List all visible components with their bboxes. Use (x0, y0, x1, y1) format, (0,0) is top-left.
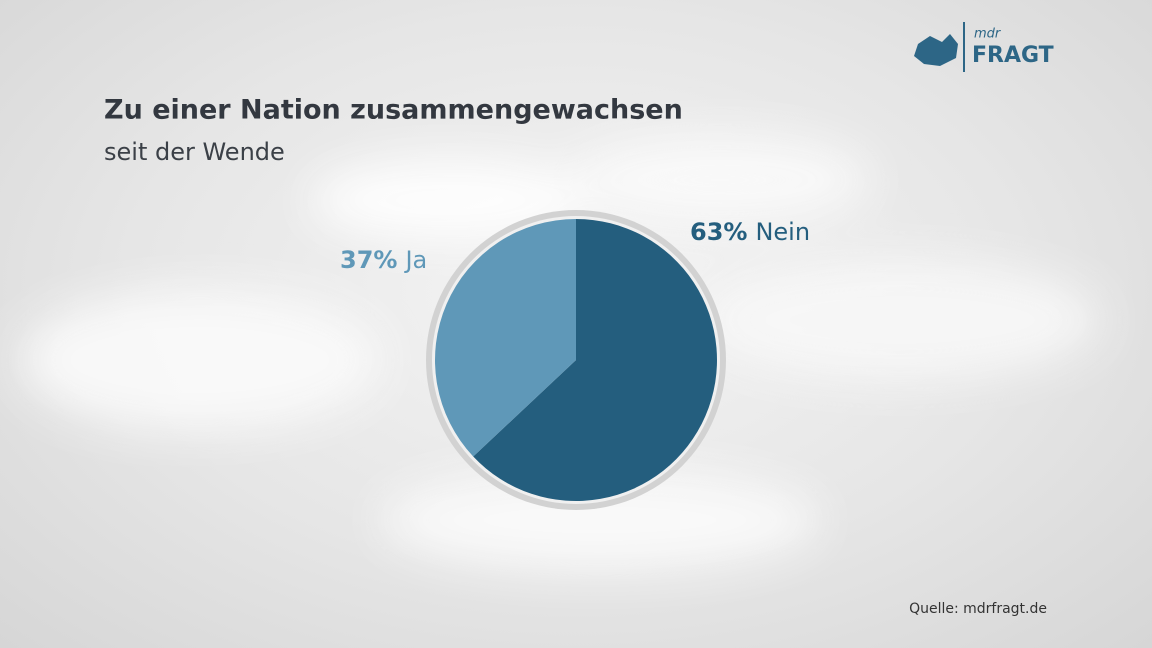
slice-label: 37% Ja (340, 246, 427, 274)
logo-brand: mdr (974, 27, 1002, 42)
logo-name: FRAGT (972, 43, 1054, 68)
chart-subtitle: seit der Wende (104, 138, 285, 166)
logo-icon (914, 34, 958, 66)
slice-value-label: 63% (690, 218, 747, 246)
slice-category-label: Ja (403, 246, 427, 274)
slice-category-label: Nein (755, 218, 810, 246)
slice-value-label: 37% (340, 246, 397, 274)
background-shapes (20, 135, 1100, 570)
slice-label: 63% Nein (690, 218, 810, 246)
source: Quelle: mdrfragt.de (909, 601, 1047, 617)
pie-slice (473, 219, 717, 501)
chart-title: Zu einer Nation zusammengewachsen (104, 95, 683, 126)
logo: mdr FRAGT (914, 22, 1054, 72)
pie-slice (434, 219, 576, 457)
